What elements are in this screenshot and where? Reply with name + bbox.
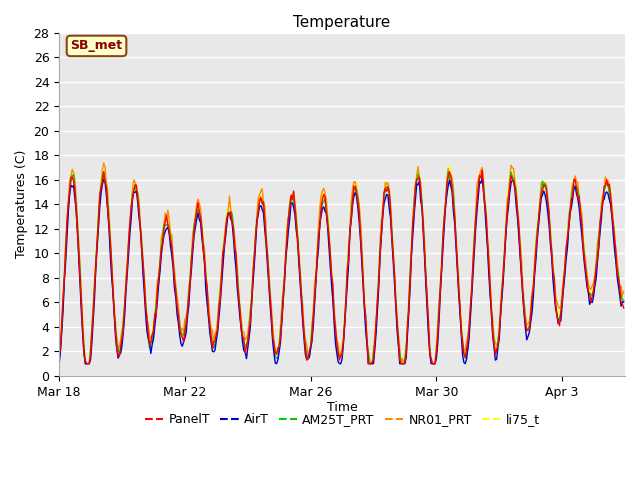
NR01_PRT [385,187,393,193]
NR01_PRT [100,160,108,166]
Text: SB_met: SB_met [70,39,123,52]
AM25T_PRT [620,298,628,304]
li75_t [445,164,453,169]
Line: AirT: AirT [59,178,624,364]
AirT [383,192,390,197]
li75_t [100,168,108,174]
Line: AM25T_PRT: AM25T_PRT [59,172,624,364]
AM25T_PRT [101,177,109,183]
Line: NR01_PRT: NR01_PRT [59,163,624,364]
AM25T_PRT [493,349,500,355]
NR01_PRT [449,185,457,191]
NR01_PRT [101,164,109,170]
AirT [620,300,628,305]
Y-axis label: Temperatures (C): Temperatures (C) [15,150,28,258]
li75_t [504,188,512,193]
li75_t [55,350,63,356]
li75_t [83,361,90,367]
NR01_PRT [81,361,89,367]
li75_t [575,193,583,199]
PanelT [493,347,500,352]
li75_t [620,293,628,299]
AirT [503,216,511,221]
X-axis label: Time: Time [326,401,358,414]
AM25T_PRT [55,357,63,362]
PanelT [448,187,456,193]
AirT [492,357,499,363]
AirT [99,181,106,187]
li75_t [384,182,392,188]
PanelT [575,193,583,199]
PanelT [83,361,90,367]
li75_t [493,346,500,351]
NR01_PRT [55,346,63,351]
AM25T_PRT [81,361,89,367]
AirT [574,196,582,202]
AM25T_PRT [449,192,457,198]
PanelT [504,196,512,202]
PanelT [384,184,392,190]
AM25T_PRT [385,191,393,196]
Line: li75_t: li75_t [59,167,624,364]
NR01_PRT [504,192,512,198]
PanelT [478,167,486,173]
NR01_PRT [620,288,628,294]
NR01_PRT [493,342,500,348]
AirT [447,183,454,189]
NR01_PRT [575,197,583,203]
AirT [478,175,486,180]
li75_t [449,196,457,202]
AM25T_PRT [100,169,108,175]
Line: PanelT: PanelT [59,170,624,364]
PanelT [55,353,63,359]
AirT [55,361,63,367]
Legend: PanelT, AirT, AM25T_PRT, NR01_PRT, li75_t: PanelT, AirT, AM25T_PRT, NR01_PRT, li75_… [140,408,545,432]
AM25T_PRT [504,196,512,202]
AM25T_PRT [575,198,583,204]
PanelT [100,169,108,175]
PanelT [620,305,628,311]
Title: Temperature: Temperature [294,15,390,30]
